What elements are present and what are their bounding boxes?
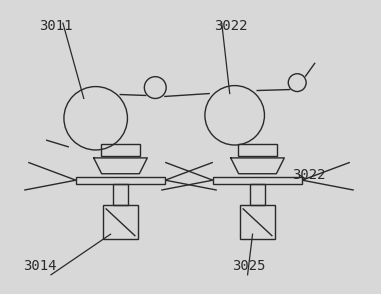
Text: 3014: 3014 (23, 259, 57, 273)
Bar (238, 144, 277, 156)
Bar (250, 184, 266, 206)
Bar (101, 144, 140, 156)
Bar (102, 206, 138, 239)
Text: 3022: 3022 (214, 19, 247, 33)
Bar (240, 206, 275, 239)
Text: 3011: 3011 (39, 19, 73, 33)
Bar (213, 177, 302, 184)
Bar (112, 184, 128, 206)
Text: 3022: 3022 (292, 168, 326, 182)
Text: 3025: 3025 (232, 259, 265, 273)
Bar (76, 177, 165, 184)
